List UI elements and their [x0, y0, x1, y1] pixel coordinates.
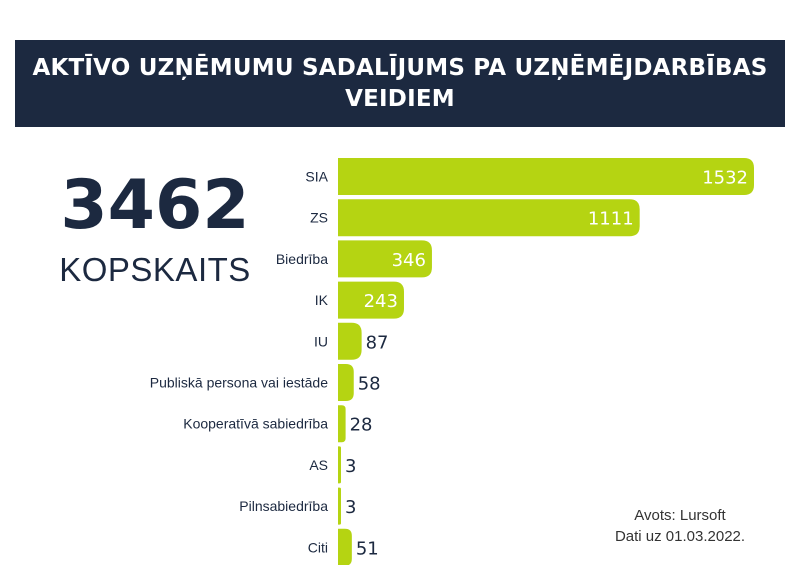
- category-label: SIA: [305, 169, 328, 185]
- category-label: ZS: [310, 210, 328, 226]
- date-line: Dati uz 01.03.2022.: [614, 528, 746, 545]
- source-note: Avots: Lursoft Dati uz 01.03.2022.: [580, 505, 780, 547]
- value-label: 58: [358, 374, 381, 395]
- bar-5: [338, 322, 362, 360]
- category-label: Citi: [308, 539, 328, 555]
- bar-2: [338, 199, 640, 237]
- category-label: Publiskā persona vai iestāde: [150, 375, 328, 391]
- bar-6: [338, 364, 354, 401]
- bar-1: [338, 158, 754, 195]
- value-label: 243: [364, 291, 398, 312]
- bar-3: [338, 240, 432, 278]
- bar-7: [338, 405, 346, 443]
- total-count-label: KOPSKAITS: [59, 251, 251, 288]
- value-label: 3: [345, 456, 356, 477]
- category-label: Biedrība: [276, 251, 328, 267]
- value-label: 87: [366, 332, 389, 353]
- category-label: IK: [315, 292, 329, 308]
- bar-4: [338, 281, 404, 319]
- chart-title-line1: AKTĪVO UZŅĒMUMU SADALĪJUMS PA UZŅĒMĒJDAR…: [32, 54, 768, 81]
- value-label: 28: [350, 415, 373, 436]
- category-label: Pilnsabiedrība: [239, 498, 328, 514]
- value-label: 1532: [702, 168, 748, 189]
- bar-9: [338, 487, 341, 525]
- source-line: Avots: Lursoft: [634, 507, 726, 524]
- chart-title: AKTĪVO UZŅĒMUMU SADALĪJUMS PA UZŅĒMĒJDAR…: [30, 53, 770, 115]
- total-count: 3462: [60, 166, 250, 245]
- chart-title-line2: VEIDIEM: [345, 85, 455, 112]
- value-label: 1111: [588, 209, 634, 230]
- category-label: Kooperatīvā sabiedrība: [183, 416, 328, 432]
- bar-10: [338, 528, 352, 565]
- value-label: 346: [392, 250, 426, 271]
- bar-8: [338, 446, 341, 484]
- header-banner: AKTĪVO UZŅĒMUMU SADALĪJUMS PA UZŅĒMĒJDAR…: [15, 40, 785, 127]
- category-label: IU: [314, 333, 328, 349]
- value-label: 3: [345, 497, 356, 518]
- value-label: 51: [356, 538, 379, 559]
- category-label: AS: [309, 457, 328, 473]
